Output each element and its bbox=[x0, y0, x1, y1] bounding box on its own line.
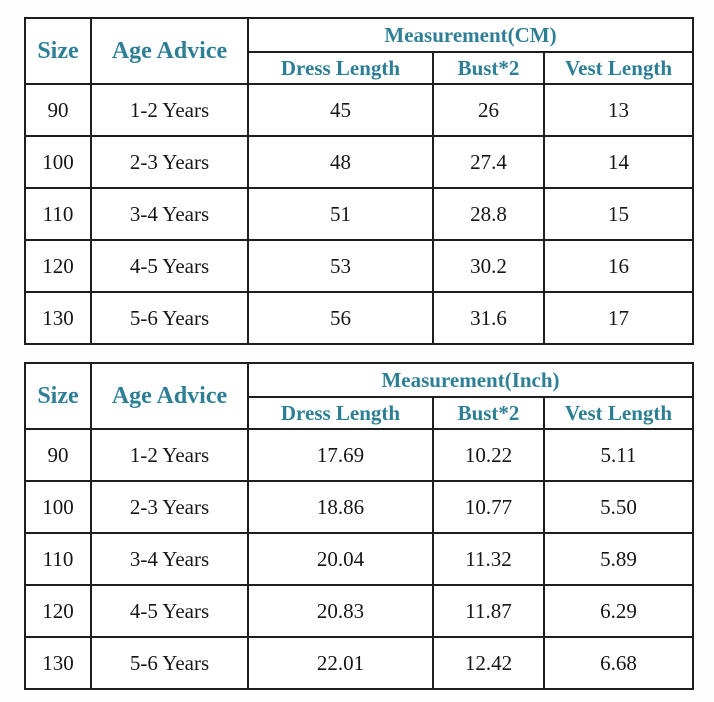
vest-length-cell: 15 bbox=[542, 187, 695, 241]
age-cell: 4-5 Years bbox=[90, 584, 249, 638]
bust-cell: 27.4 bbox=[432, 135, 545, 189]
size-column-header: Size bbox=[24, 362, 92, 430]
dress-length-cell: 17.69 bbox=[247, 428, 434, 482]
size-cell: 110 bbox=[24, 187, 92, 241]
bust-cell: 11.32 bbox=[432, 532, 545, 586]
vest-length-cell: 13 bbox=[542, 83, 695, 137]
bust-header: Bust*2 bbox=[432, 51, 545, 85]
vest-length-cell: 5.89 bbox=[543, 532, 694, 586]
size-cell: 110 bbox=[24, 532, 92, 586]
bust-cell: 28.8 bbox=[432, 187, 545, 241]
measurement-cm-header: Measurement(CM) bbox=[246, 17, 695, 53]
vest-length-cell: 17 bbox=[542, 291, 695, 345]
size-cell: 90 bbox=[24, 83, 92, 137]
dress-length-cell: 53 bbox=[247, 239, 434, 293]
dress-length-header: Dress Length bbox=[247, 396, 434, 430]
size-cell: 100 bbox=[24, 135, 92, 189]
table-row: 100 2-3 Years 18.86 10.77 5.50 bbox=[24, 480, 694, 534]
table-row: 130 5-6 Years 22.01 12.42 6.68 bbox=[24, 636, 694, 690]
vest-length-cell: 14 bbox=[542, 135, 695, 189]
table-row: 120 4-5 Years 53 30.2 16 bbox=[24, 239, 695, 293]
size-cell: 130 bbox=[24, 636, 92, 690]
bust-cell: 11.87 bbox=[432, 584, 545, 638]
table-row: 110 3-4 Years 51 28.8 15 bbox=[24, 187, 695, 241]
bust-cell: 31.6 bbox=[432, 291, 545, 345]
age-cell: 2-3 Years bbox=[90, 480, 249, 534]
size-cell: 120 bbox=[24, 584, 92, 638]
dress-length-cell: 51 bbox=[247, 187, 434, 241]
bust-cell: 12.42 bbox=[432, 636, 545, 690]
size-chart-table-cm: Size Age Advice Measurement(CM) Dress Le… bbox=[24, 17, 695, 345]
size-chart-table-inch: Size Age Advice Measurement(Inch) Dress … bbox=[24, 362, 694, 690]
table-row: 110 3-4 Years 20.04 11.32 5.89 bbox=[24, 532, 694, 586]
size-column-header: Size bbox=[24, 17, 92, 85]
age-cell: 3-4 Years bbox=[90, 187, 249, 241]
age-cell: 1-2 Years bbox=[90, 83, 249, 137]
dress-length-header: Dress Length bbox=[247, 51, 434, 85]
dress-length-cell: 56 bbox=[247, 291, 434, 345]
age-cell: 3-4 Years bbox=[90, 532, 249, 586]
table-row: 90 1-2 Years 17.69 10.22 5.11 bbox=[24, 428, 694, 482]
vest-length-cell: 6.68 bbox=[543, 636, 694, 690]
size-cell: 130 bbox=[24, 291, 92, 345]
dress-length-cell: 18.86 bbox=[247, 480, 434, 534]
age-cell: 1-2 Years bbox=[90, 428, 249, 482]
table-row: 100 2-3 Years 48 27.4 14 bbox=[24, 135, 695, 189]
vest-length-cell: 6.29 bbox=[543, 584, 694, 638]
table-row: 120 4-5 Years 20.83 11.87 6.29 bbox=[24, 584, 694, 638]
age-cell: 5-6 Years bbox=[90, 291, 249, 345]
size-cell: 90 bbox=[24, 428, 92, 482]
bust-cell: 10.77 bbox=[432, 480, 545, 534]
size-cell: 100 bbox=[24, 480, 92, 534]
bust-header: Bust*2 bbox=[432, 396, 545, 430]
bust-cell: 26 bbox=[432, 83, 545, 137]
dress-length-cell: 20.04 bbox=[247, 532, 434, 586]
dress-length-cell: 20.83 bbox=[247, 584, 434, 638]
size-cell: 120 bbox=[24, 239, 92, 293]
age-cell: 4-5 Years bbox=[90, 239, 249, 293]
measurement-inch-header: Measurement(Inch) bbox=[247, 362, 694, 398]
vest-length-header: Vest Length bbox=[542, 51, 695, 85]
dress-length-cell: 48 bbox=[247, 135, 434, 189]
table-row: 130 5-6 Years 56 31.6 17 bbox=[24, 291, 695, 345]
dress-length-cell: 22.01 bbox=[247, 636, 434, 690]
bust-cell: 10.22 bbox=[432, 428, 545, 482]
vest-length-cell: 5.11 bbox=[543, 428, 694, 482]
age-cell: 2-3 Years bbox=[90, 135, 249, 189]
vest-length-cell: 16 bbox=[542, 239, 695, 293]
table-row: 90 1-2 Years 45 26 13 bbox=[24, 83, 695, 137]
age-advice-column-header: Age Advice bbox=[90, 17, 249, 85]
dress-length-cell: 45 bbox=[247, 83, 434, 137]
age-advice-column-header: Age Advice bbox=[90, 362, 249, 430]
age-cell: 5-6 Years bbox=[90, 636, 249, 690]
bust-cell: 30.2 bbox=[432, 239, 545, 293]
vest-length-header: Vest Length bbox=[543, 396, 694, 430]
vest-length-cell: 5.50 bbox=[543, 480, 694, 534]
